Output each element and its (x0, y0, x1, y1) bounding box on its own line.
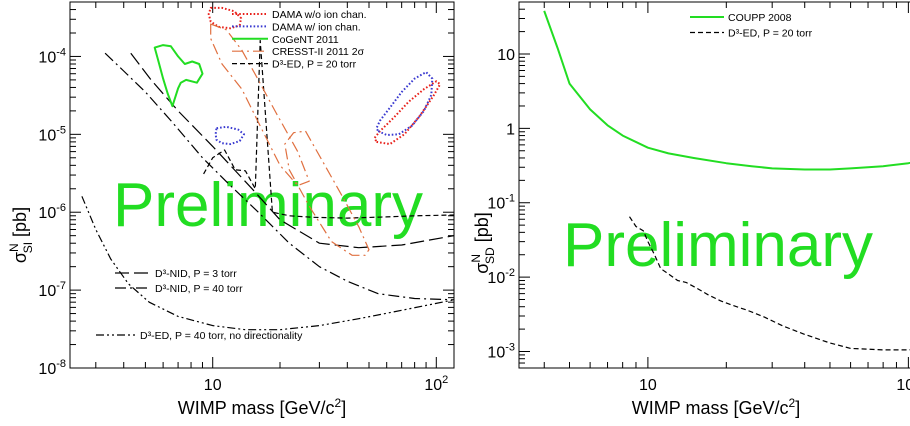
series-layer (81, 6, 454, 331)
x-axis-label: WIMP mass [GeV/c2] (178, 396, 346, 418)
x-tick-label: 102 (424, 374, 448, 394)
series-dama-w-low (214, 125, 245, 146)
series-coupp (543, 10, 910, 171)
series-cresst-2 (284, 130, 370, 256)
axis-ticks (519, 1, 909, 369)
y-tick-label: 10-3 (487, 341, 515, 361)
plot-frame (518, 1, 910, 369)
axis-ticks (70, 1, 454, 369)
series-cresst-1 (210, 23, 310, 187)
legend-entry-label: DAMA w/o ion chan. (272, 9, 367, 21)
y-axis-label: σNSD [pb] (469, 212, 497, 273)
y-tick-label: 10 (497, 47, 515, 64)
y-tick-label: 10-5 (38, 124, 66, 144)
watermark: Preliminary (113, 171, 423, 240)
x-axis-label: WIMP mass [GeV/c2] (632, 396, 800, 418)
series-nid-40 (104, 52, 454, 301)
legend: COUPP 2008 D³-ED, P = 20 torr (690, 12, 813, 40)
series-dama-wo-high (373, 80, 442, 146)
series-d3ed-20 (203, 39, 454, 219)
y-tick-label: 1 (506, 121, 515, 138)
legend: DAMA w/o ion chan.DAMA w/ ion chan.CoGeN… (96, 9, 367, 342)
y-tick-label: 10-4 (38, 46, 66, 66)
x-tick-label: 102 (896, 374, 910, 394)
series-layer (543, 10, 910, 351)
plot-frame (69, 1, 455, 369)
legend-entry-label: D³-ED, P = 20 torr (272, 59, 357, 71)
series-d3ed-40 (81, 196, 454, 331)
legend-entry-label: DAMA w/ ion chan. (272, 21, 361, 33)
series-cogent (153, 44, 204, 108)
y-tick-label: 10-8 (38, 358, 66, 378)
y-tick-label: 10-6 (38, 202, 66, 222)
legend-entry-label: CRESST-II 2011 2σ (272, 46, 365, 58)
x-tick-labels: 10 102 (639, 374, 910, 394)
y-axis-label: σNSI [pb] (7, 207, 35, 263)
series-d3ed-20 (628, 216, 910, 351)
y-tick-label: 10-2 (487, 267, 515, 287)
series-dama-wo-low (207, 6, 243, 30)
x-tick-label: 10 (639, 377, 657, 394)
chart-sd: Preliminary 10 102 10-3 10-2 10-1 1 10 COUPP … (469, 1, 910, 418)
legend-entry-label: D³-NID, P = 40 torr (155, 283, 243, 295)
y-tick-label: 10-7 (38, 280, 66, 300)
x-tick-label: 10 (204, 377, 222, 394)
series-dama-w-high (375, 71, 434, 136)
legend-entry-label: D³-ED, P = 40 torr, no directionality (140, 330, 303, 342)
y-tick-labels: 10-8 10-7 10-6 10-5 10-4 (38, 46, 66, 378)
legend-entry-label: CoGeNT 2011 (272, 34, 339, 46)
legend-entry-label: D³-ED, P = 20 torr (728, 28, 813, 40)
series-nid-3 (130, 52, 454, 249)
x-tick-labels: 10 102 (204, 374, 448, 394)
chart-si: Preliminary 10 102 10-8 10-7 10-6 10-5 10-4 D… (7, 1, 455, 418)
legend-entry-label: D³-NID, P = 3 torr (155, 268, 237, 280)
y-tick-labels: 10-3 10-2 10-1 1 10 (487, 47, 515, 362)
legend-entry-label: COUPP 2008 (728, 12, 792, 24)
y-tick-label: 10-1 (487, 193, 515, 213)
watermark: Preliminary (563, 211, 873, 280)
